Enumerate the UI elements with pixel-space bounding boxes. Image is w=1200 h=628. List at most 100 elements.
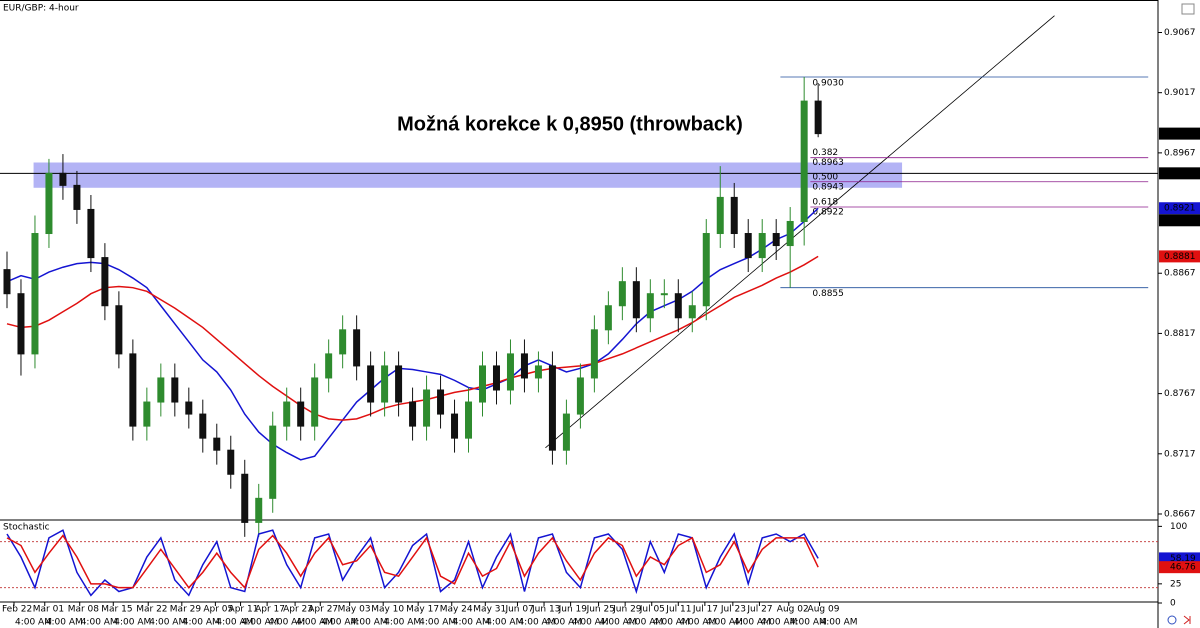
- x-time-label: 4:00 AM: [626, 618, 663, 628]
- candle-body: [492, 365, 500, 391]
- candle-body: [786, 220, 794, 247]
- x-tick-label: Apr 23: [283, 605, 313, 615]
- fib-label: 0.9030: [812, 79, 844, 89]
- candle-body: [241, 473, 249, 523]
- x-time-label: 4:00 AM: [821, 618, 858, 628]
- price-tag-label: 0.8881: [1164, 252, 1196, 262]
- candle-body: [520, 353, 528, 379]
- x-tick-label: May 10: [371, 605, 404, 615]
- candle-body: [115, 305, 123, 355]
- candle-body: [548, 365, 556, 451]
- candle-body: [730, 196, 738, 235]
- x-tick-label: Jul 27: [746, 605, 772, 615]
- x-tick-label: May 17: [406, 605, 439, 615]
- candle-body: [479, 365, 486, 403]
- fib-ratio: 0.500: [812, 172, 838, 182]
- x-time-label: 4:00 AM: [114, 618, 151, 628]
- y-tick-label: 0.9017: [1164, 88, 1196, 98]
- candle-body: [632, 281, 640, 319]
- candle-body: [702, 233, 710, 307]
- icon[interactable]: [1167, 615, 1177, 625]
- y-tick-label: 0: [1170, 599, 1176, 609]
- y-tick-label: 0.8817: [1164, 329, 1196, 339]
- icon[interactable]: [1183, 615, 1191, 625]
- x-time-label: 4:00 AM: [216, 618, 253, 628]
- x-time-label: 4:00 AM: [15, 618, 52, 628]
- x-tick-label: Jul 23: [720, 605, 746, 615]
- x-tick-label: Mar 22: [136, 605, 167, 615]
- toolbar-icons[interactable]: [1167, 3, 1195, 625]
- icon[interactable]: [1181, 3, 1195, 15]
- candle-body: [451, 413, 459, 439]
- candle-body: [59, 172, 67, 186]
- x-tick-label: Jul 05: [639, 605, 665, 615]
- x-tick-label: Apr 27: [308, 605, 338, 615]
- x-time-label: 4:00 AM: [419, 618, 456, 628]
- candle-body: [409, 401, 417, 427]
- candle-body: [688, 305, 696, 319]
- price-tag: [1159, 250, 1200, 263]
- candle-body: [311, 377, 319, 427]
- candle-body: [297, 401, 305, 427]
- candle-body: [143, 401, 151, 427]
- x-tick-label: Mar 15: [101, 605, 132, 615]
- y-tick-label: 0.8967: [1164, 148, 1196, 158]
- x-tick-label: Aug 02: [777, 605, 809, 615]
- panel-title: Stochastic: [3, 523, 50, 533]
- candle-body: [604, 305, 612, 331]
- x-time-label: 4:00 AM: [351, 618, 388, 628]
- annotation: Možná korekce k 0,8950 (throwback): [397, 113, 743, 135]
- x-tick-label: Mar 29: [170, 605, 202, 615]
- candle-body: [716, 196, 724, 235]
- stochastic-line: [6, 529, 819, 597]
- candle-body: [646, 293, 654, 319]
- candle-body: [423, 389, 431, 427]
- x-time-label: 4:00 AM: [679, 618, 716, 628]
- x-time-label: 4:00 AM: [518, 618, 555, 628]
- x-time-label: 4:00 AM: [183, 618, 220, 628]
- x-tick-label: May 03: [338, 605, 371, 615]
- x-tick-label: Jun 19: [558, 605, 588, 615]
- candle-body: [213, 437, 221, 451]
- candle-body: [31, 233, 39, 355]
- x-time-label: 4:00 AM: [760, 618, 797, 628]
- candle-body: [3, 269, 11, 295]
- candle-body: [157, 377, 165, 403]
- x-time-label: 4:00 AM: [321, 618, 358, 628]
- candle-body: [576, 377, 584, 415]
- candle-body: [353, 329, 361, 367]
- chart-title: EUR/GBP: 4-hour: [3, 4, 79, 14]
- x-time-label: 4:00 AM: [486, 618, 523, 628]
- x-time-label: 4:00 AM: [453, 618, 490, 628]
- candle-body: [367, 365, 375, 403]
- candle-body: [199, 413, 207, 439]
- candle-body: [660, 293, 668, 296]
- price-tag: [1159, 202, 1200, 215]
- x-time-label: 4:00 AM: [653, 618, 690, 628]
- candle-body: [255, 497, 263, 523]
- y-tick-label: 0.8767: [1164, 389, 1196, 399]
- candle-body: [506, 353, 514, 391]
- candle-body: [129, 353, 137, 427]
- zone: [33, 162, 903, 188]
- candle-body: [758, 233, 766, 259]
- fib-ratio: 0.618: [812, 198, 838, 208]
- x-time-label: 4:00 AM: [706, 618, 743, 628]
- candle-body: [73, 184, 81, 210]
- candle-body: [283, 401, 291, 427]
- x-tick-label: Jun 25: [586, 605, 615, 615]
- stoch-tag-label: 46.76: [1170, 563, 1196, 573]
- fib-value: 0.8963: [812, 158, 844, 168]
- x-tick-label: Apr 11: [229, 605, 259, 615]
- x-time-label: 4:00 AM: [734, 618, 771, 628]
- fib-ratio: 0.382: [812, 148, 838, 158]
- candle-body: [101, 257, 109, 307]
- x-time-label: 4:00 AM: [545, 618, 582, 628]
- x-time-label: 4:00 AM: [242, 618, 279, 628]
- x-tick-label: Jun 29: [612, 605, 642, 615]
- fib-value: 0.8943: [812, 182, 844, 192]
- fib-value: 0.8922: [812, 208, 844, 218]
- candle-body: [618, 281, 626, 307]
